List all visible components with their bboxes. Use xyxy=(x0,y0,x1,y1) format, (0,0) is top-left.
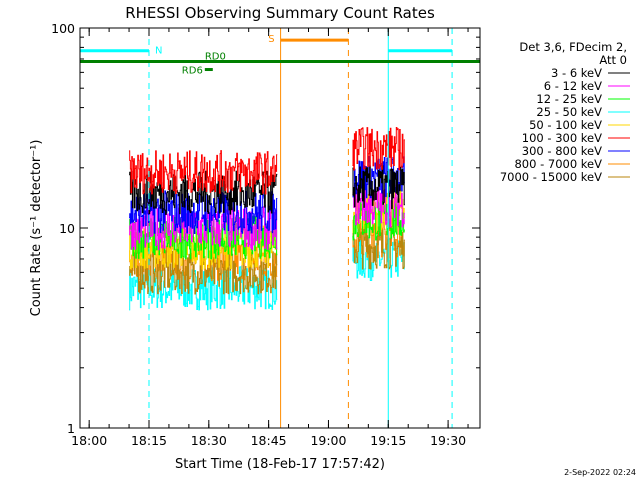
flag-label-s: S xyxy=(268,34,274,45)
y-tick-label-3: 100 xyxy=(51,21,75,36)
x-tick-label-4: 18:45 xyxy=(251,433,287,448)
legend-label-5: 50 - 100 keV xyxy=(529,118,602,132)
series-1-window-2 xyxy=(352,165,405,210)
series-1-window-1 xyxy=(129,170,278,215)
chart-title: RHESSI Observing Summary Count Rates xyxy=(125,4,435,22)
legend-label-7: 300 - 800 keV xyxy=(522,144,602,158)
x-tick-label-7: 19:30 xyxy=(430,433,466,448)
flag-label-rd6: RD6 xyxy=(182,66,203,77)
legend-header-2: Att 0 xyxy=(599,53,627,67)
legend-header-1: Det 3,6, FDecim 2, xyxy=(519,40,627,54)
series-6-window-1 xyxy=(129,150,278,195)
series-9-window-2 xyxy=(352,226,405,270)
footer-date: 2-Sep-2022 02:24 xyxy=(564,468,636,477)
legend-label-3: 12 - 25 keV xyxy=(536,92,602,106)
x-axis-label: Start Time (18-Feb-17 17:57:42) xyxy=(175,457,385,472)
tick-layer: 18:00 18:15 18:30 18:45 19:00 19:15 19:30 1 10 10… xyxy=(51,21,480,448)
legend-label-6: 100 - 300 keV xyxy=(522,131,602,145)
y-tick-label-2: 10 xyxy=(59,221,75,236)
legend-label-2: 6 - 12 keV xyxy=(544,79,602,93)
x-tick-label-6: 19:15 xyxy=(370,433,406,448)
series-6-window-2 xyxy=(352,127,405,171)
flag-label-rd0: RD0 xyxy=(205,51,226,62)
legend-label-9: 7000 - 15000 keV xyxy=(500,170,602,184)
legend-label-8: 800 - 7000 keV xyxy=(514,157,602,171)
x-tick-label-1: 18:00 xyxy=(71,433,107,448)
x-tick-label-3: 18:30 xyxy=(191,433,227,448)
flag-label-n: N xyxy=(155,46,162,57)
data-layer xyxy=(129,127,405,311)
x-tick-label-2: 18:15 xyxy=(131,433,167,448)
legend-label-1: 3 - 6 keV xyxy=(551,66,602,80)
legend-label-4: 25 - 50 keV xyxy=(536,105,602,119)
y-tick-label-1: 1 xyxy=(67,421,75,436)
x-tick-label-5: 19:00 xyxy=(310,433,346,448)
series-4-window-1 xyxy=(129,266,278,311)
y-axis-label: Count Rate (s⁻¹ detector⁻¹) xyxy=(29,140,44,317)
